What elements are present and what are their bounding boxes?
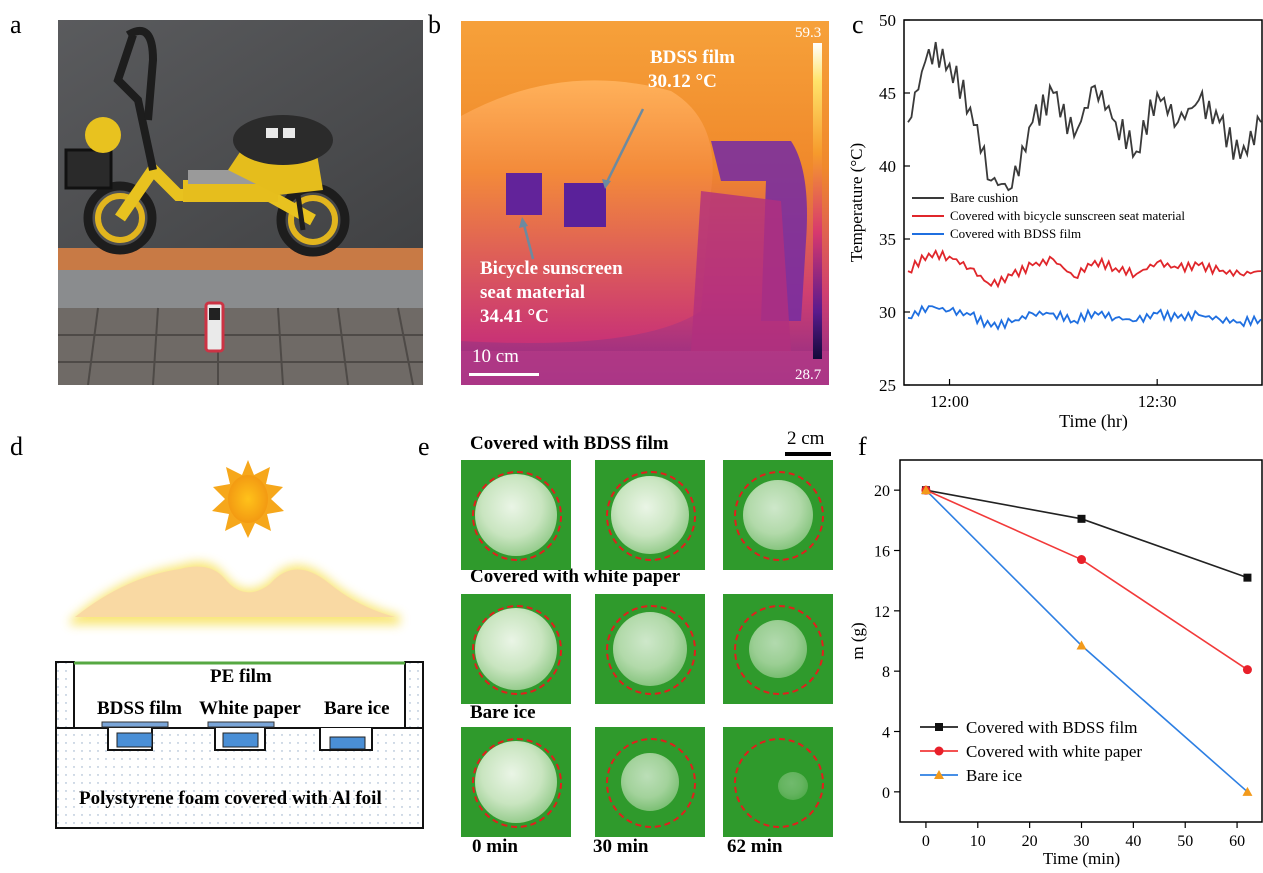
row-title-white-paper: Covered with white paper	[470, 566, 681, 587]
panel-label-a: a	[10, 10, 22, 39]
data-point-3	[1242, 786, 1253, 796]
data-point-3	[934, 770, 944, 779]
thermal-scale-label: 10 cm	[472, 346, 519, 367]
series-line-2	[907, 248, 1262, 289]
x-tick-label: 30	[1074, 833, 1090, 850]
series-line-3	[907, 304, 1262, 331]
time-label-62min: 62 min	[727, 836, 783, 857]
ice-photo-paper-30min	[595, 594, 705, 704]
legend-label-1: Bare cushion	[950, 190, 1019, 205]
ice-photo-bdss-30min	[595, 460, 705, 570]
row-title-bare-ice: Bare ice	[470, 702, 536, 723]
y-tick-label: 40	[879, 157, 896, 176]
x-tick-label: 60	[1229, 833, 1245, 850]
mass-chart: 0 4 8 12 16 20 0 10 20 30 40 50 60 Time (min) m (g) Cov…	[845, 440, 1263, 868]
ice-photo-paper-0min	[461, 594, 571, 704]
x-tick-label: 10	[970, 833, 986, 850]
colorbar-min: 28.7	[795, 367, 822, 383]
panel-label-e: e	[418, 432, 430, 461]
bare-ice-label: Bare ice	[324, 698, 390, 719]
seat-label-line1: Bicycle sunscreen	[480, 258, 623, 279]
data-point-1	[1077, 514, 1086, 523]
data-point-1	[935, 723, 943, 731]
x-axis-label: Time (min)	[1043, 849, 1120, 868]
y-tick-label: 35	[879, 230, 896, 249]
y-tick-label: 4	[882, 725, 890, 742]
y-tick-label: 0	[882, 785, 890, 802]
time-label-0min: 0 min	[472, 836, 518, 857]
legend-label-1: Covered with BDSS film	[966, 718, 1137, 737]
temperature-chart-svg: 25 30 35 40 45 50 12:00 12:30 Time (hr) Temperatu…	[847, 11, 1263, 432]
colorbar-max: 59.3	[795, 25, 822, 41]
panel-label-d: d	[10, 432, 23, 461]
x-tick-label: 40	[1125, 833, 1141, 850]
seat-label-line2: seat material	[480, 282, 585, 303]
panel-label-f: f	[858, 432, 867, 461]
x-tick-label: 20	[1022, 833, 1038, 850]
series-line-1	[925, 489, 1248, 579]
mass-chart-svg: 0 4 8 12 16 20 0 10 20 30 40 50 60 Time (min) m (g) Cov…	[848, 459, 1263, 868]
legend-label-2: Covered with bicycle sunscreen seat mate…	[950, 208, 1185, 223]
y-tick-label: 45	[879, 84, 896, 103]
series-line-1	[907, 41, 1262, 192]
ice-photo-paper-62min	[723, 594, 833, 704]
ice-photo-bare-62min	[723, 727, 833, 837]
panel-label-b: b	[428, 10, 441, 39]
y-tick-label: 8	[882, 664, 890, 681]
ice-photo-bdss-0min	[461, 460, 571, 570]
series-line-2	[925, 489, 1248, 671]
setup-schematic-drawing	[55, 460, 424, 829]
pe-film-label: PE film	[210, 666, 272, 687]
panel-label-c: c	[852, 10, 864, 39]
foam-label: Polystyrene foam covered with Al foil	[79, 788, 382, 809]
bicycle-photo-drawing	[58, 20, 423, 385]
data-point-3	[920, 485, 931, 495]
sun-icon	[212, 460, 284, 538]
y-tick-label: 16	[874, 544, 890, 561]
x-tick-label: 12:30	[1138, 392, 1177, 411]
ice-photo-bdss-62min	[723, 460, 833, 570]
ice-photo-bare-30min	[595, 727, 705, 837]
setup-schematic	[40, 445, 435, 835]
data-point-2	[1242, 665, 1252, 675]
y-axis-label: Temperature (°C)	[847, 143, 866, 262]
x-tick-label: 12:00	[930, 392, 969, 411]
y-tick-label: 50	[879, 11, 896, 30]
row-title-bdss: Covered with BDSS film	[470, 433, 669, 454]
bicycle-photo	[58, 20, 423, 385]
x-tick-label: 50	[1177, 833, 1193, 850]
bdss-film-label: BDSS film	[97, 698, 182, 719]
y-tick-label: 12	[874, 604, 890, 621]
x-axis-label: Time (hr)	[1059, 411, 1128, 432]
y-tick-label: 30	[879, 303, 896, 322]
colorbar	[813, 43, 822, 359]
time-label-30min: 30 min	[593, 836, 649, 857]
legend-label-3: Covered with BDSS film	[950, 226, 1081, 241]
data-point-2	[1077, 555, 1086, 565]
y-tick-label: 20	[874, 483, 890, 500]
thermal-image	[461, 21, 829, 385]
temperature-chart: 25 30 35 40 45 50 12:00 12:30 Time (hr) Temperatu…	[840, 8, 1263, 433]
legend-label-2: Covered with white paper	[966, 742, 1142, 761]
ice-photo-bare-0min	[461, 727, 571, 837]
film-temp: 30.12 °C	[648, 71, 717, 92]
data-point-3	[1076, 640, 1087, 650]
plot-frame	[903, 19, 1263, 386]
x-tick-label: 0	[922, 833, 930, 850]
y-axis-label: m (g)	[848, 622, 867, 659]
ice-scale-bar	[785, 452, 831, 456]
data-point-2	[934, 746, 944, 756]
y-tick-label: 25	[879, 376, 896, 395]
white-paper-label: White paper	[199, 698, 301, 719]
plot-frame	[899, 459, 1263, 823]
seat-temp: 34.41 °C	[480, 306, 549, 327]
film-label: BDSS film	[650, 47, 735, 68]
thermal-image-drawing	[461, 21, 829, 385]
legend-label-3: Bare ice	[966, 766, 1022, 785]
data-point-1	[1243, 573, 1252, 582]
ice-scale-label: 2 cm	[787, 428, 825, 449]
thermal-scale-bar	[469, 373, 539, 376]
